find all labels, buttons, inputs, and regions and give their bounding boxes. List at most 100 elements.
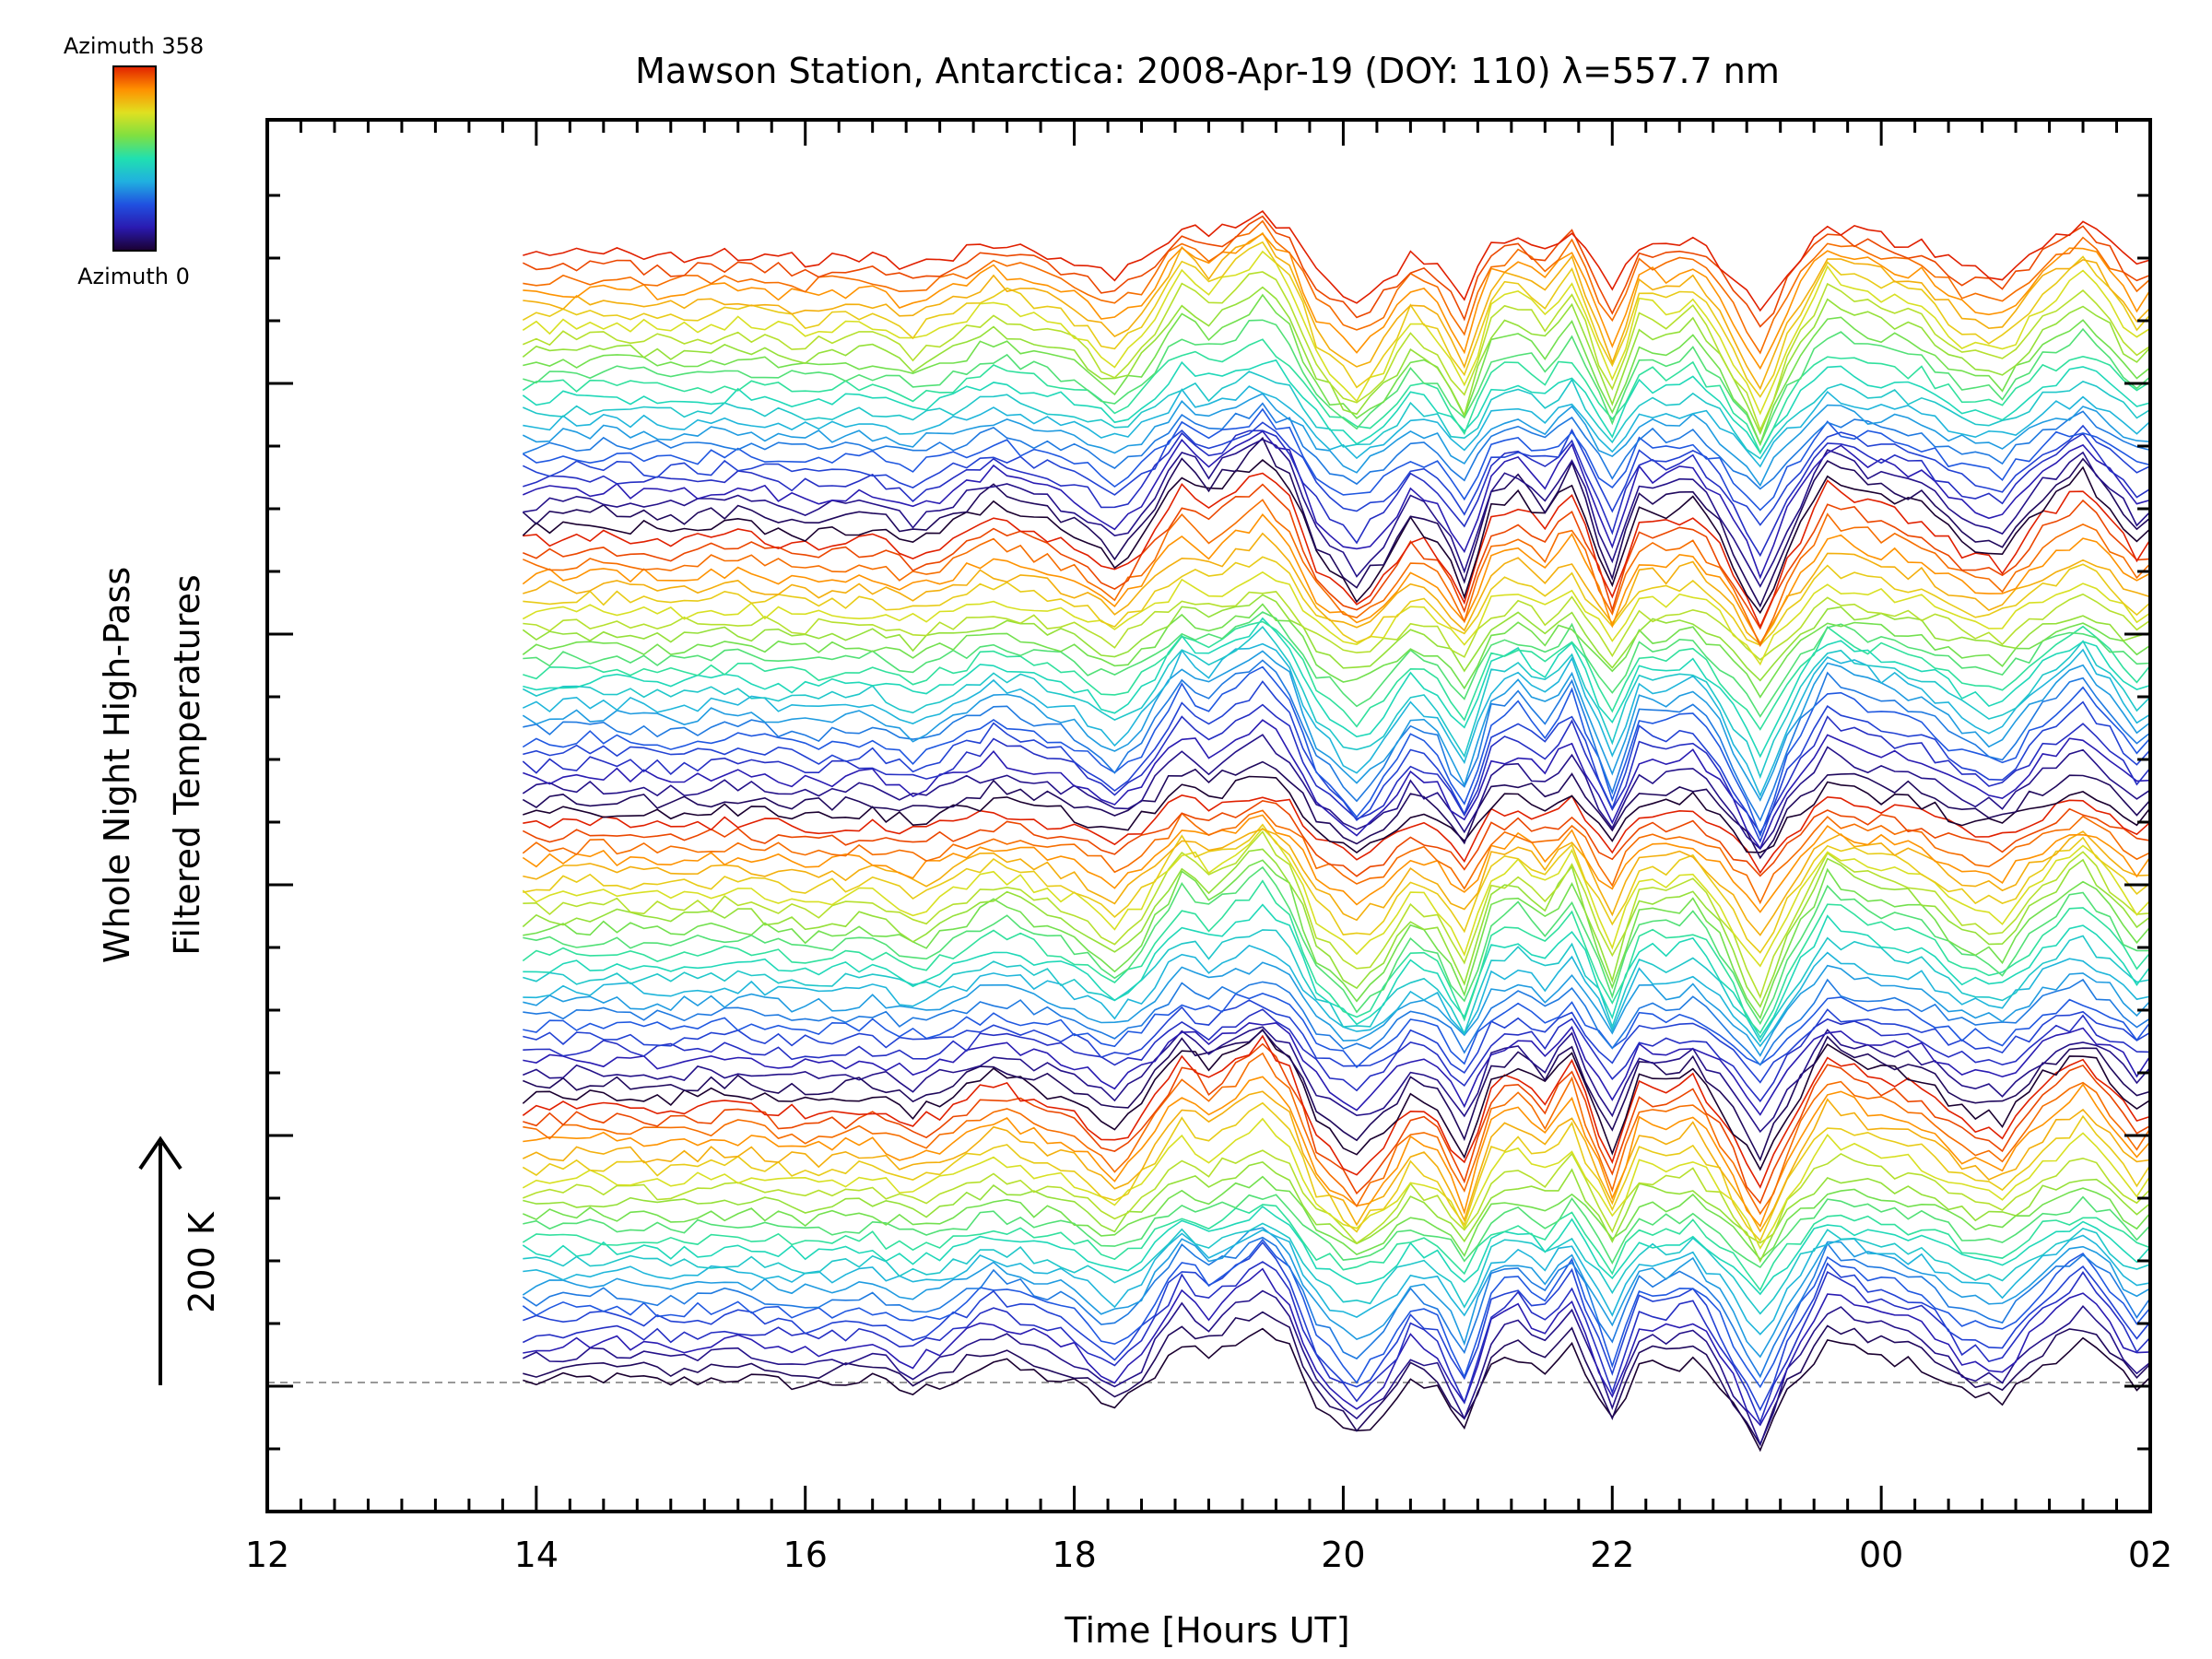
series-line xyxy=(522,513,2150,645)
series-line xyxy=(522,393,2150,488)
series-line xyxy=(523,232,2150,371)
series-line xyxy=(522,703,2150,835)
series-line xyxy=(522,271,2150,432)
series-line xyxy=(523,532,2150,646)
series-line xyxy=(523,1149,2150,1244)
scale-arrow xyxy=(138,1135,182,1385)
series-line xyxy=(522,1029,2150,1162)
series-line xyxy=(522,571,2150,666)
series-line xyxy=(522,499,2150,648)
series-line xyxy=(522,407,2150,512)
series-line xyxy=(523,859,2150,1020)
x-tick-label: 14 xyxy=(514,1535,559,1575)
x-tick-label: 22 xyxy=(1590,1535,1634,1575)
series-line xyxy=(522,626,2150,780)
series-line xyxy=(523,219,2150,355)
series-line xyxy=(522,665,2150,838)
series-line xyxy=(523,385,2150,468)
series-line xyxy=(523,1042,2150,1205)
series-line xyxy=(523,929,2150,1043)
series-line xyxy=(523,617,2150,759)
series-line xyxy=(523,1267,2150,1427)
series-line xyxy=(522,250,2150,416)
series-line xyxy=(523,620,2150,731)
series-line xyxy=(522,436,2150,608)
series-group xyxy=(522,210,2150,1453)
series-line xyxy=(523,1194,2150,1269)
series-line xyxy=(522,286,2150,436)
series-line xyxy=(522,603,2150,699)
series-line xyxy=(523,1022,2150,1116)
series-line xyxy=(523,719,2150,851)
series-line xyxy=(523,429,2150,558)
series-line xyxy=(523,1241,2150,1412)
series-line xyxy=(523,319,2150,447)
axes xyxy=(265,118,2152,1513)
series-line xyxy=(523,961,2150,1057)
series-line xyxy=(522,809,2150,905)
series-line xyxy=(522,1238,2150,1389)
series-line xyxy=(523,1222,2150,1315)
series-line xyxy=(523,944,2150,1048)
y-axis-label-line1: Whole Night High-Pass xyxy=(97,567,137,963)
series-line xyxy=(522,421,2150,526)
series-line xyxy=(522,650,2150,802)
series-line xyxy=(523,483,2150,630)
series-line xyxy=(522,241,2150,398)
series-line xyxy=(523,293,2150,446)
series-line xyxy=(522,827,2150,968)
series-line xyxy=(523,659,2150,822)
series-line xyxy=(522,760,2150,860)
series-line xyxy=(523,828,2150,936)
series-line xyxy=(523,999,2150,1084)
series-line xyxy=(522,1205,2150,1296)
series-line xyxy=(522,459,2150,615)
series-line xyxy=(522,1026,2150,1134)
series-line xyxy=(522,1101,2150,1242)
chart-title: Mawson Station, Antarctica: 2008-Apr-19 … xyxy=(635,51,1780,91)
scale-label: 200 K xyxy=(182,1211,222,1313)
series-line xyxy=(522,1261,2150,1425)
series-line xyxy=(523,794,2150,875)
series-line xyxy=(523,591,2150,661)
series-line xyxy=(523,680,2150,843)
series-line xyxy=(522,594,2150,682)
series-line xyxy=(522,848,2150,1008)
colorbar-top-label: Azimuth 358 xyxy=(64,33,204,59)
series-line xyxy=(522,1204,2150,1292)
series-line xyxy=(523,1327,2150,1453)
series-line xyxy=(523,438,2150,588)
series-line xyxy=(523,1311,2150,1447)
series-line xyxy=(522,215,2150,328)
x-tick-label: 20 xyxy=(1321,1535,1365,1575)
series-line xyxy=(523,556,2150,646)
series-line xyxy=(522,359,2150,455)
series-line xyxy=(522,1090,2150,1233)
x-tick-label: 16 xyxy=(783,1535,828,1575)
series-line xyxy=(523,1052,2150,1216)
series-line xyxy=(522,1028,2150,1171)
x-tick-label: 02 xyxy=(2128,1535,2172,1575)
x-axis-label: Time [Hours UT] xyxy=(1064,1610,1349,1651)
series-line xyxy=(523,1076,2150,1228)
series-line xyxy=(522,429,2150,580)
colorbar-bottom-label: Azimuth 0 xyxy=(77,264,190,289)
series-line xyxy=(522,1117,2150,1250)
series-line xyxy=(523,472,2150,629)
series-line xyxy=(522,1289,2150,1446)
series-line xyxy=(523,993,2150,1069)
series-line xyxy=(522,1034,2150,1189)
series-line xyxy=(522,1227,2150,1359)
series-line xyxy=(522,642,2150,798)
series-line xyxy=(523,210,2150,312)
series-line xyxy=(522,371,2150,460)
series-line xyxy=(523,611,2150,718)
series-line xyxy=(522,734,2150,851)
x-tick-labels: 12 14 16 18 20 22 00 02 xyxy=(245,1535,2172,1575)
series-line xyxy=(522,1236,2150,1379)
y-axis-label-line2: Filtered Temperatures xyxy=(167,574,207,955)
series-line xyxy=(522,799,2150,877)
series-line xyxy=(523,402,2150,490)
y-axis-label: Whole Night High-Pass Filtered Temperatu… xyxy=(97,567,207,963)
series-line xyxy=(523,978,2150,1066)
